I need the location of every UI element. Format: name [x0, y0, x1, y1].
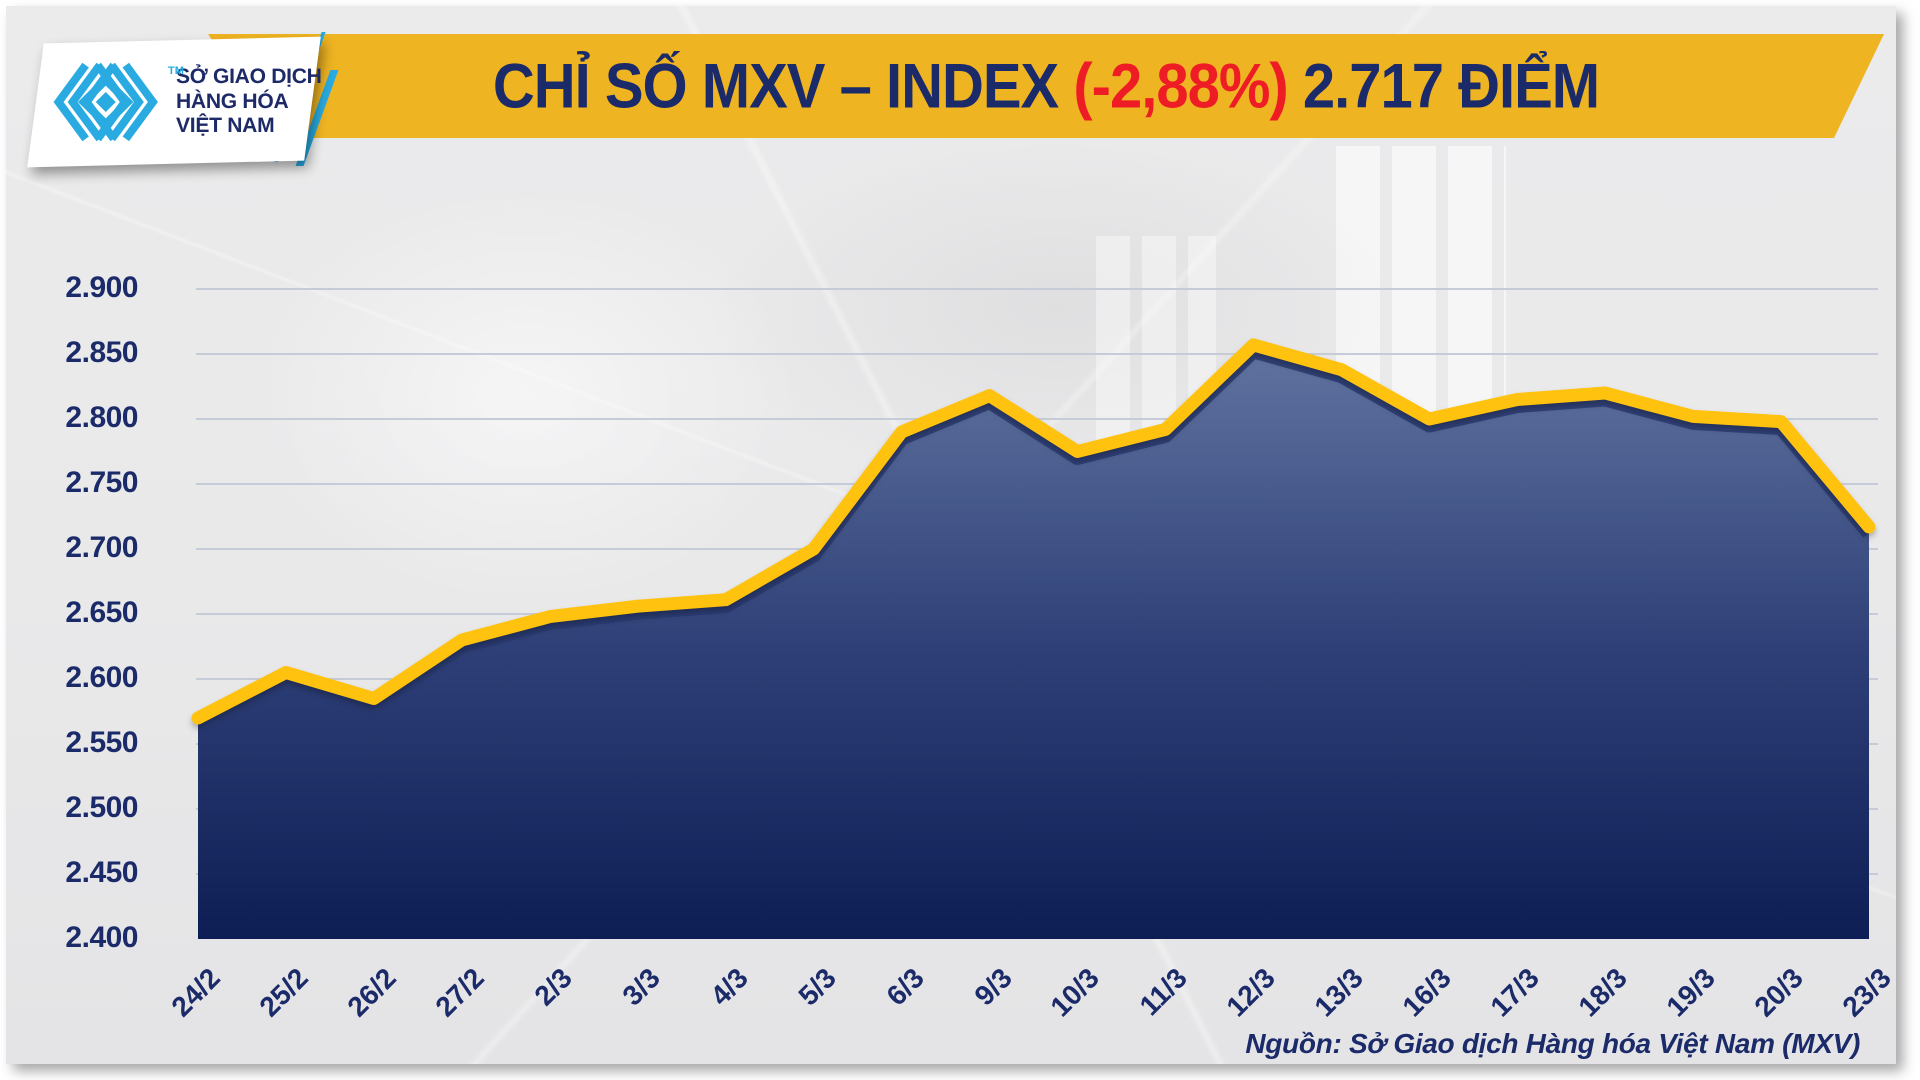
title-banner: CHỈ SỐ MXV – INDEX (-2,88%) 2.717 ĐIỂM	[208, 34, 1884, 138]
brand-line: VIỆT NAM	[176, 114, 275, 138]
trademark-symbol: TM	[167, 65, 184, 78]
mxv-chevron-diamond-icon: TM	[49, 59, 184, 145]
page-title: CHỈ SỐ MXV – INDEX (-2,88%) 2.717 ĐIỂM	[493, 50, 1599, 122]
mxv-index-area-chart	[191, 288, 1878, 939]
y-tick-label: 2.700	[65, 531, 138, 564]
title-prefix: CHỈ SỐ MXV – INDEX	[492, 50, 1074, 122]
mxv-logo-plate: TM SỞ GIAO DỊCH HÀNG HÓA VIỆT NAM	[27, 36, 322, 168]
y-tick-label: 2.750	[65, 466, 138, 499]
y-tick-label: 2.550	[65, 726, 138, 759]
y-tick-label: 2.900	[65, 271, 138, 304]
source-note: Nguồn: Sở Giao dịch Hàng hóa Việt Nam (M…	[1245, 1028, 1860, 1059]
y-tick-label: 2.650	[65, 596, 138, 629]
mxv-logo: TM SỞ GIAO DỊCH HÀNG HÓA VIỆT NAM	[49, 54, 322, 150]
title-change-percent: (-2,88%)	[1073, 50, 1288, 122]
brand-line: HÀNG HÓA	[176, 89, 289, 113]
y-tick-label: 2.600	[65, 661, 138, 694]
brand-name: SỞ GIAO DỊCH HÀNG HÓA VIỆT NAM	[176, 65, 322, 139]
index-line	[191, 338, 1876, 725]
y-tick-label: 2.450	[65, 856, 138, 889]
title-value: 2.717 ĐIỂM	[1287, 50, 1600, 122]
y-tick-label: 2.800	[65, 401, 138, 434]
index-series	[191, 338, 1876, 939]
y-tick-label: 2.500	[65, 791, 138, 824]
y-tick-label: 2.850	[65, 336, 138, 369]
brand-line: SỞ GIAO DỊCH	[175, 64, 322, 88]
area-fill	[198, 344, 1869, 939]
y-tick-label: 2.400	[65, 921, 138, 954]
chart-card: 2.400 2.450 2.500 2.550 2.600 2.650 2.700 2.750…	[6, 6, 1896, 1064]
